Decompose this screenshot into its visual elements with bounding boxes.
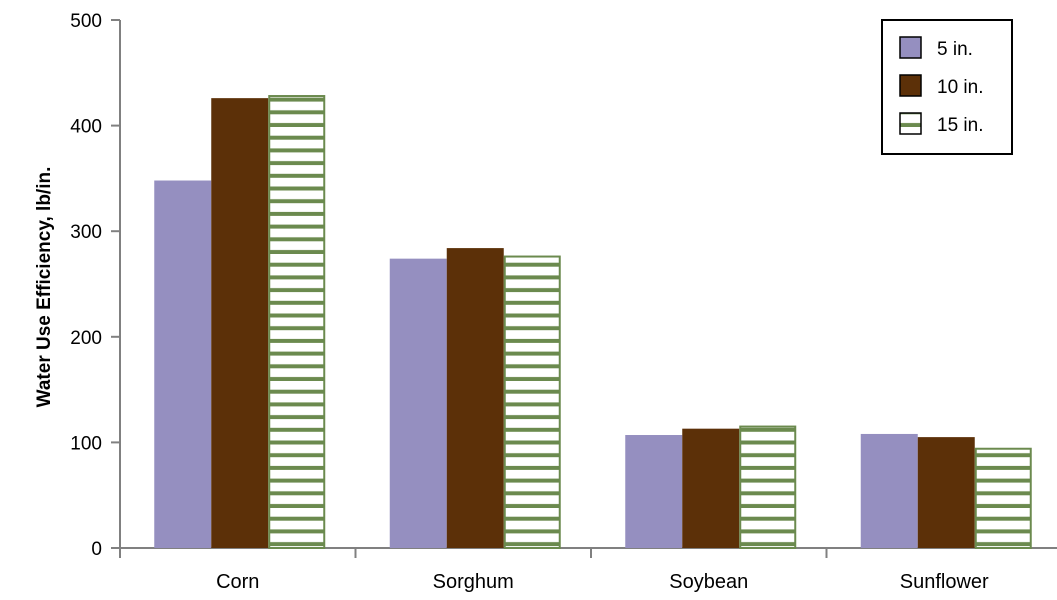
y-tick-label: 400 <box>70 117 102 138</box>
bar-soybean-5in <box>625 435 683 548</box>
x-category-label: Sorghum <box>433 571 514 593</box>
legend-label: 5 in. <box>937 39 973 60</box>
bar-corn-10in <box>211 98 269 549</box>
y-tick-label: 200 <box>70 328 102 349</box>
bar-sorghum-5in <box>389 258 447 548</box>
bar-corn-5in <box>154 180 212 548</box>
legend-swatch <box>899 112 922 135</box>
legend-swatch <box>899 36 922 59</box>
y-tick-label: 0 <box>91 539 102 560</box>
x-category-label: Corn <box>216 571 259 593</box>
axis-labels: 0 100 200 300 400 500 Corn Sorghum Soybean Sunflo… <box>70 11 989 593</box>
bar-soybean-10in <box>682 428 740 548</box>
bar-sunflower-5in <box>860 433 918 548</box>
y-tick-label: 100 <box>70 433 102 454</box>
x-category-label: Soybean <box>669 571 748 593</box>
legend-label: 15 in. <box>937 115 983 136</box>
x-category-label: Sunflower <box>900 571 989 593</box>
y-axis-title: Water Use Efficiency, lb/in. <box>34 167 55 408</box>
bar-sorghum-15in <box>503 255 561 549</box>
legend: 5 in. 10 in. 15 in. <box>881 19 1013 155</box>
bar-sunflower-15in <box>974 447 1032 549</box>
bar-sorghum-10in <box>446 248 504 548</box>
bar-corn-15in <box>268 95 326 549</box>
legend-swatch <box>899 74 922 97</box>
legend-label: 10 in. <box>937 77 983 98</box>
y-tick-label: 500 <box>70 11 102 32</box>
y-tick-label: 300 <box>70 222 102 243</box>
bars <box>154 95 1032 549</box>
bar-soybean-15in <box>739 425 797 549</box>
bar-sunflower-10in <box>917 437 975 548</box>
